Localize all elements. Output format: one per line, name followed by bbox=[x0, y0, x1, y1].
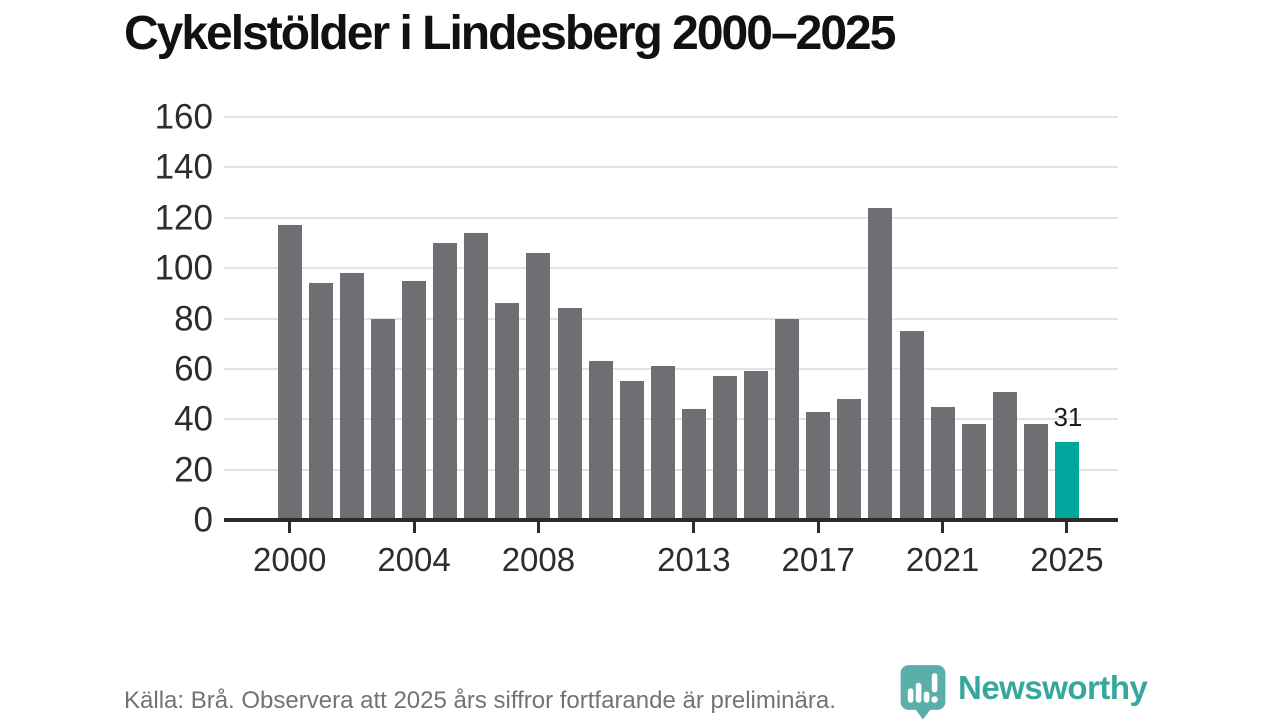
x-axis-tick-label: 2021 bbox=[905, 541, 980, 578]
bar-2004 bbox=[402, 280, 427, 520]
x-axis-tick-label: 2004 bbox=[377, 541, 451, 578]
bar-2002 bbox=[339, 273, 364, 520]
y-gridline bbox=[224, 216, 1118, 219]
bar-2015 bbox=[744, 371, 769, 520]
x-axis-tick bbox=[941, 521, 945, 533]
bar-2005 bbox=[433, 242, 458, 520]
x-axis-tick-label: 2017 bbox=[781, 541, 855, 578]
newsworthy-logo-text: Newsworthy bbox=[958, 669, 1148, 706]
y-axis-tick-label: 40 bbox=[174, 399, 213, 439]
bar-2001 bbox=[308, 283, 333, 520]
newsworthy-logo-icon bbox=[900, 665, 946, 720]
y-axis-tick-label: 160 bbox=[154, 97, 213, 137]
bar-2019 bbox=[868, 207, 893, 520]
bar-2010 bbox=[588, 361, 613, 520]
x-axis-line bbox=[224, 518, 1118, 522]
y-axis-tick-label: 20 bbox=[174, 450, 213, 490]
bar-2000 bbox=[277, 225, 302, 520]
y-axis-tick-label: 0 bbox=[193, 500, 213, 540]
bar-value-label: 31 bbox=[1053, 401, 1083, 432]
x-axis-tick bbox=[1065, 521, 1069, 533]
y-axis-tick-label: 60 bbox=[174, 349, 213, 389]
bar-2024 bbox=[1023, 424, 1048, 520]
y-gridline bbox=[224, 317, 1118, 320]
bar-2020 bbox=[899, 331, 924, 520]
y-axis-tick-label: 140 bbox=[154, 147, 213, 187]
bar-2011 bbox=[619, 381, 644, 520]
bar-2022 bbox=[961, 424, 986, 520]
x-axis-tick bbox=[288, 521, 292, 533]
x-axis-tick-label: 2025 bbox=[1030, 541, 1104, 578]
y-axis-tick-label: 120 bbox=[154, 198, 213, 238]
bar-2003 bbox=[370, 318, 395, 520]
y-gridline bbox=[224, 116, 1118, 118]
bar-2006 bbox=[464, 232, 489, 520]
y-axis-tick-label: 100 bbox=[154, 248, 213, 288]
chart-title: Cykelstölder i Lindesberg 2000–2025 bbox=[124, 7, 896, 60]
bar-2014 bbox=[712, 376, 737, 520]
bar-2021 bbox=[930, 406, 955, 520]
bar-2012 bbox=[650, 366, 675, 520]
bar-2016 bbox=[775, 318, 800, 520]
y-gridline bbox=[224, 267, 1118, 270]
x-axis-tick bbox=[692, 521, 696, 533]
y-gridline bbox=[224, 166, 1118, 169]
bar-2008 bbox=[526, 253, 551, 520]
bar-2025 bbox=[1054, 441, 1079, 520]
newsworthy-logo: Newsworthy bbox=[899, 663, 1148, 720]
x-axis-tick bbox=[412, 521, 416, 533]
x-axis-tick bbox=[816, 521, 820, 533]
x-axis-tick-label: 2013 bbox=[657, 541, 731, 578]
source-note: Källa: Brå. Observera att 2025 års siffr… bbox=[124, 687, 836, 714]
y-axis-tick-label: 80 bbox=[174, 299, 213, 338]
x-axis-tick bbox=[536, 521, 540, 533]
bar-2018 bbox=[837, 399, 862, 520]
bar-2007 bbox=[495, 303, 520, 520]
x-axis-tick-label: 2000 bbox=[252, 541, 327, 578]
bar-2013 bbox=[681, 409, 706, 520]
bar-2017 bbox=[806, 411, 831, 520]
x-axis-tick-label: 2008 bbox=[501, 541, 576, 578]
bar-2009 bbox=[557, 308, 582, 520]
bar-2023 bbox=[992, 391, 1017, 520]
